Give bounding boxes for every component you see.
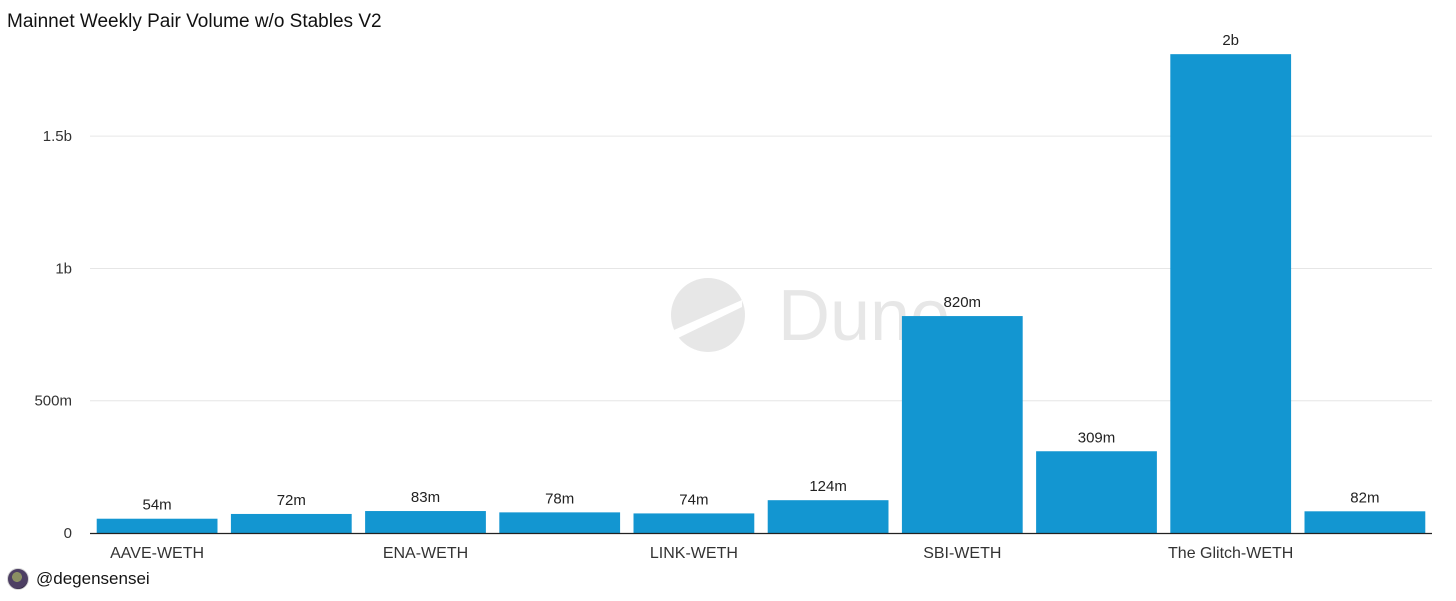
x-tick-label: LINK-WETH xyxy=(650,545,738,562)
x-tick-label: The Glitch-WETH xyxy=(1168,545,1293,562)
bar xyxy=(365,511,486,533)
data-label: 74m xyxy=(679,491,708,508)
dune-watermark: Dune xyxy=(671,276,950,356)
bar xyxy=(1304,511,1426,533)
x-tick-label: ENA-WETH xyxy=(383,545,468,562)
data-label: 78m xyxy=(545,490,574,507)
data-label: 820m xyxy=(944,294,982,311)
axes: 0 500m 1b 1.5b AAVE-WETH ENA-WETH LINK-WETH SBI… xyxy=(34,128,1432,562)
bar xyxy=(96,518,218,533)
bars xyxy=(96,54,1426,533)
bar xyxy=(1036,451,1157,533)
data-label: 54m xyxy=(143,497,172,514)
x-tick-label: SBI-WETH xyxy=(923,545,1001,562)
chart-title: Mainnet Weekly Pair Volume w/o Stables V… xyxy=(7,11,382,32)
data-label: 309m xyxy=(1078,429,1116,446)
bar xyxy=(633,513,755,533)
data-label: 124m xyxy=(809,478,847,495)
bar xyxy=(230,513,352,533)
y-tick-label: 1.5b xyxy=(43,128,72,145)
author-handle: @degensensei xyxy=(36,569,150,588)
bar xyxy=(1170,54,1292,533)
footer: @degensensei xyxy=(7,567,150,591)
data-label: 82m xyxy=(1350,489,1379,506)
y-tick-label: 500m xyxy=(34,393,72,410)
data-label: 2b xyxy=(1222,32,1239,49)
data-label: 72m xyxy=(277,492,306,509)
data-labels: 54m 72m 83m 78m 74m 124m 820m 309m 2b 82m xyxy=(143,32,1380,514)
y-tick-label: 0 xyxy=(64,525,72,542)
avatar-icon xyxy=(7,568,29,590)
bar xyxy=(499,512,621,533)
x-tick-label: AAVE-WETH xyxy=(110,545,204,562)
bar xyxy=(767,500,889,533)
dune-logo-icon xyxy=(671,278,745,352)
bar xyxy=(901,316,1023,533)
y-tick-label: 1b xyxy=(55,260,72,277)
data-label: 83m xyxy=(411,489,440,506)
